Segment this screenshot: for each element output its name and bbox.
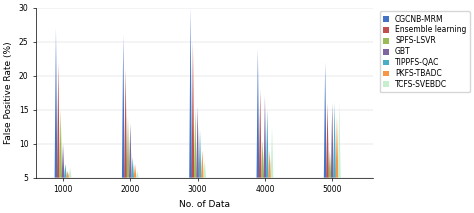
- X-axis label: No. of Data: No. of Data: [179, 200, 230, 209]
- Polygon shape: [55, 28, 57, 178]
- Y-axis label: False Positive Rate (%): False Positive Rate (%): [4, 41, 13, 144]
- Polygon shape: [134, 164, 137, 178]
- Polygon shape: [256, 49, 259, 178]
- Polygon shape: [271, 127, 273, 178]
- Polygon shape: [268, 150, 271, 178]
- Polygon shape: [336, 117, 338, 178]
- Polygon shape: [64, 164, 67, 178]
- Polygon shape: [338, 103, 341, 178]
- Legend: CGCNB-MRM, Ensemble learning, SPFS-LSVR, GBT, TIPPFS-QAC, PKFS-TBADC, TCFS-SVEBD: CGCNB-MRM, Ensemble learning, SPFS-LSVR,…: [380, 12, 470, 92]
- Polygon shape: [66, 171, 69, 178]
- Polygon shape: [259, 89, 262, 178]
- Polygon shape: [124, 69, 127, 178]
- Polygon shape: [266, 110, 269, 178]
- Polygon shape: [194, 110, 197, 178]
- Polygon shape: [326, 103, 329, 178]
- Polygon shape: [59, 110, 62, 178]
- Polygon shape: [127, 117, 129, 178]
- Polygon shape: [331, 103, 334, 178]
- Polygon shape: [136, 171, 139, 178]
- Polygon shape: [191, 42, 194, 178]
- Polygon shape: [129, 123, 132, 178]
- Polygon shape: [203, 161, 206, 178]
- Polygon shape: [201, 150, 204, 178]
- Polygon shape: [328, 150, 331, 178]
- Polygon shape: [57, 62, 60, 178]
- Polygon shape: [199, 130, 201, 178]
- Polygon shape: [62, 144, 64, 178]
- Polygon shape: [261, 140, 264, 178]
- Polygon shape: [122, 35, 125, 178]
- Polygon shape: [264, 96, 266, 178]
- Polygon shape: [69, 167, 72, 178]
- Polygon shape: [196, 106, 199, 178]
- Polygon shape: [333, 103, 336, 178]
- Polygon shape: [131, 157, 134, 178]
- Polygon shape: [189, 8, 192, 178]
- Polygon shape: [324, 62, 327, 178]
